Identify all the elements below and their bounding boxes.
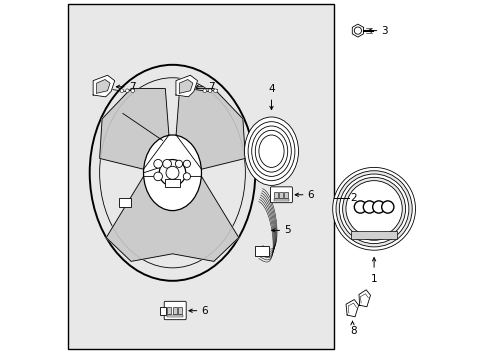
Circle shape [339,174,408,244]
Bar [178,307,182,314]
Polygon shape [176,89,245,169]
Ellipse shape [247,122,294,181]
Ellipse shape [143,135,201,211]
Bar [284,192,287,198]
FancyBboxPatch shape [254,246,268,256]
Text: 1: 1 [370,274,377,284]
FancyBboxPatch shape [164,301,186,320]
Text: 2: 2 [350,193,357,203]
Bar [273,192,277,198]
Circle shape [345,181,402,237]
Polygon shape [106,176,238,261]
FancyBboxPatch shape [159,307,165,315]
Circle shape [159,159,185,186]
Polygon shape [358,290,370,307]
Circle shape [153,172,162,181]
FancyBboxPatch shape [350,231,396,239]
Circle shape [175,160,182,167]
Circle shape [153,159,162,168]
Text: 4: 4 [267,84,274,94]
Circle shape [213,89,217,93]
Circle shape [125,89,129,93]
Circle shape [166,166,179,179]
FancyBboxPatch shape [167,315,183,317]
Text: 7: 7 [207,82,214,92]
Circle shape [120,89,123,93]
Text: 3: 3 [381,26,387,36]
Polygon shape [346,300,358,317]
Ellipse shape [255,130,287,172]
FancyBboxPatch shape [273,199,288,201]
Circle shape [332,167,415,250]
Circle shape [354,27,361,34]
Circle shape [335,171,411,247]
Polygon shape [351,24,363,37]
FancyBboxPatch shape [164,179,180,187]
FancyBboxPatch shape [119,198,131,207]
Bar [172,307,177,314]
Polygon shape [100,89,168,169]
Text: 8: 8 [349,326,356,336]
Circle shape [203,89,206,93]
Ellipse shape [258,135,284,167]
Ellipse shape [251,126,291,176]
FancyBboxPatch shape [68,4,334,349]
Ellipse shape [244,117,298,185]
Text: 7: 7 [129,82,136,92]
Text: 6: 6 [307,190,313,200]
Circle shape [381,201,393,213]
Polygon shape [179,80,192,93]
Circle shape [183,160,190,167]
Circle shape [208,89,211,93]
Circle shape [163,159,171,168]
Circle shape [131,89,134,93]
Text: 6: 6 [201,306,207,316]
Bar [167,307,171,314]
Circle shape [183,173,190,180]
Polygon shape [93,75,115,97]
Polygon shape [97,80,110,93]
Circle shape [372,201,384,213]
Polygon shape [176,75,197,97]
Circle shape [342,177,405,240]
Circle shape [354,201,366,213]
Circle shape [363,201,375,213]
FancyBboxPatch shape [270,187,292,203]
Bar [279,192,282,198]
Text: 5: 5 [284,225,290,235]
